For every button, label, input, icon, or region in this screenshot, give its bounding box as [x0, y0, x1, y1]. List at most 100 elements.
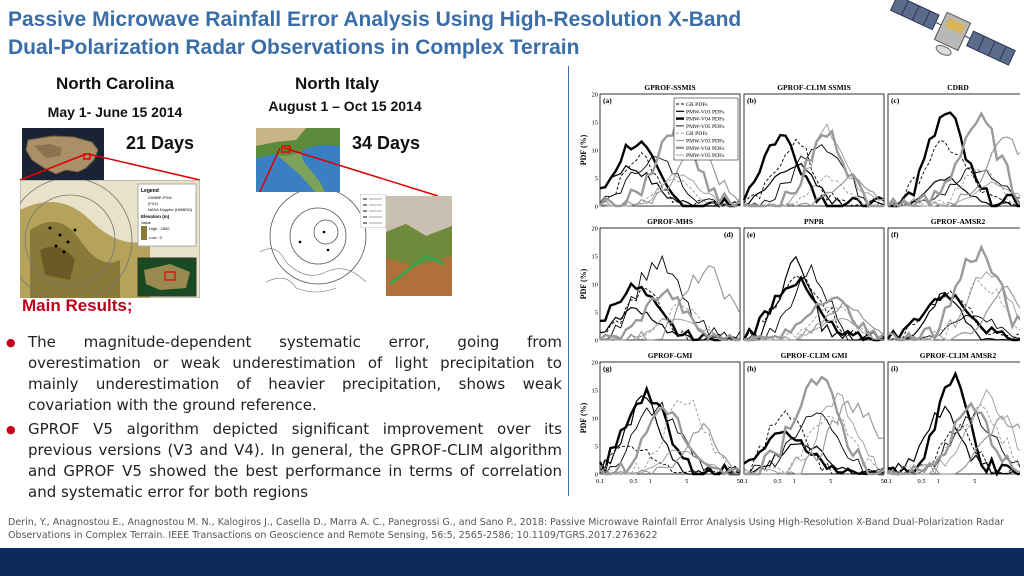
results-bullet-list: ● The magnitude-dependent systematic err… [6, 332, 562, 506]
pdf-series-line [599, 422, 741, 475]
pdf-series-line [743, 430, 884, 476]
x-axis-label: Rain Rate (mm/h) [931, 487, 986, 488]
nc-region-days: 21 Days [125, 133, 195, 153]
pdf-series-line [888, 388, 1020, 476]
pdf-series-line [743, 306, 885, 341]
slide-title: Passive Microwave Rainfall Error Analysi… [8, 6, 888, 62]
panel-title: GPROF-MHS [647, 217, 693, 226]
pdf-series-line [887, 370, 1020, 477]
legend-label: GR PDFs [686, 131, 708, 137]
legend-label: PMW-V05 PDFs [686, 124, 724, 130]
x-tick-label: 0.5 [630, 478, 638, 485]
x-tick-label: 0.5 [774, 478, 782, 485]
italy-map-image [256, 128, 340, 196]
bullet-item: ● The magnitude-dependent systematic err… [6, 332, 562, 416]
pdf-series-line [743, 162, 885, 207]
pdf-series-line [743, 128, 884, 208]
pdf-series-line [599, 401, 741, 475]
pdf-series-line [887, 277, 1020, 341]
legend-label: PMW-V03 PDFs [686, 139, 724, 145]
panel-letter: (g) [603, 364, 612, 373]
pdf-series-line [599, 172, 740, 207]
legend-label: PMW-V03 PDFs [686, 109, 724, 115]
pdf-series-line [743, 317, 885, 341]
y-axis-label: PDF (%) [580, 268, 588, 299]
pdf-series-line [887, 292, 1020, 342]
panel-title: PNPR [804, 217, 825, 226]
panel-title: CDRD [947, 83, 969, 92]
pdf-series-line [599, 318, 741, 341]
pdf-series-line [599, 449, 740, 475]
y-tick-label: 15 [592, 254, 599, 261]
panel-letter: (d) [724, 230, 734, 239]
pdf-panel: GPROF-AMSR2 (f) [887, 217, 1020, 343]
pdf-series-line [598, 111, 741, 208]
nc-topographic-map: Legend IGMMP-PGN (FX1) NASA Doppler (HMB… [20, 180, 200, 298]
pdf-series-line [887, 404, 1020, 475]
legend-label: PMW-V04 PDFs [686, 117, 724, 123]
panel-letter: (c) [891, 96, 900, 105]
x-tick-label: 50 [881, 478, 888, 485]
pdf-series-line [888, 168, 1020, 207]
legend-label: GR PDFs [686, 102, 708, 108]
bottom-bar [0, 548, 1024, 576]
pdf-figure: PDF (%)PDF (%)PDF (%)GPROF-SSMIS(a)05101… [580, 83, 1020, 488]
y-tick-label: 15 [592, 388, 599, 395]
panel-letter: (b) [747, 96, 757, 105]
nc-legend-high: High : 2500 [149, 226, 170, 231]
panel-letter: (f) [891, 230, 899, 239]
italy-radar-coverage-map [256, 192, 386, 298]
bullet-item: ● GPROF V5 algorithm depicted significan… [6, 419, 562, 503]
panel-letter: (a) [603, 96, 612, 105]
pdf-series-line [742, 275, 885, 342]
pdf-panel: GPROF-MHS (d) 0 5 10 15 20 [592, 217, 741, 345]
pdf-series-line [599, 177, 740, 207]
panel-title: GPROF-CLIM SSMIS [777, 83, 851, 92]
pdf-series-line [888, 167, 1020, 207]
it-region-name: North Italy [294, 74, 380, 93]
x-tick-label: 1 [649, 478, 652, 485]
y-axis-label: PDF (%) [580, 134, 588, 165]
x-tick-label: 5 [829, 478, 832, 485]
y-tick-label: 5 [595, 176, 598, 183]
nc-legend-value: Value [141, 220, 152, 225]
panel-title: GPROF-AMSR2 [931, 217, 986, 226]
bullet-marker: ● [6, 423, 16, 436]
pdf-panel: GPROF-CLIM GMI (h) 0.1 0.5 1 5 50 Rain Rate (mm… [740, 351, 887, 488]
pdf-panel: PNPR (e) [742, 217, 885, 342]
x-tick-label: 50 [737, 478, 744, 485]
it-region-days: 34 Days [351, 133, 421, 153]
bullet-marker: ● [6, 336, 16, 349]
panel-frame [887, 93, 1020, 207]
x-tick-label: 0.1 [884, 478, 892, 485]
pdf-series-line [599, 142, 741, 207]
title-line-1: Passive Microwave Rainfall Error Analysi… [8, 8, 742, 31]
nc-region-dates: May 1- June 15 2014 [47, 104, 183, 120]
pdf-series-line [599, 445, 741, 475]
legend-label: PMW-V04 PDFs [686, 146, 724, 152]
italy-alps-terrain-map [386, 196, 452, 296]
pdf-series-line [743, 123, 884, 207]
panel-title: GPROF-CLIM GMI [781, 351, 848, 360]
pdf-series-line [743, 263, 884, 341]
nc-legend-low: Low : 0 [149, 235, 163, 240]
panel-frame [599, 361, 741, 475]
pdf-panel: GPROF-CLIM SSMIS (b) [742, 83, 885, 208]
x-tick-label: 0.1 [596, 478, 604, 485]
pdf-series-line [599, 156, 740, 207]
y-tick-label: 20 [592, 226, 599, 233]
y-tick-label: 5 [595, 444, 598, 451]
pdf-series-line [742, 133, 885, 208]
pdf-series-line [744, 296, 885, 342]
nc-legend-item-2: (FX1) [148, 201, 159, 206]
pdf-series-line [743, 412, 885, 475]
pdf-panel: CDRD (c) [887, 83, 1020, 208]
pdf-series-line [599, 281, 741, 342]
pdf-series-line [887, 415, 1020, 475]
legend-box [673, 97, 739, 161]
panel-title: GPROF-CLIM AMSR2 [920, 351, 997, 360]
bullet-text: GPROF V5 algorithm depicted significant … [28, 420, 562, 501]
nc-legend-title: Legend [141, 188, 159, 194]
panel-letter: (e) [747, 230, 756, 239]
